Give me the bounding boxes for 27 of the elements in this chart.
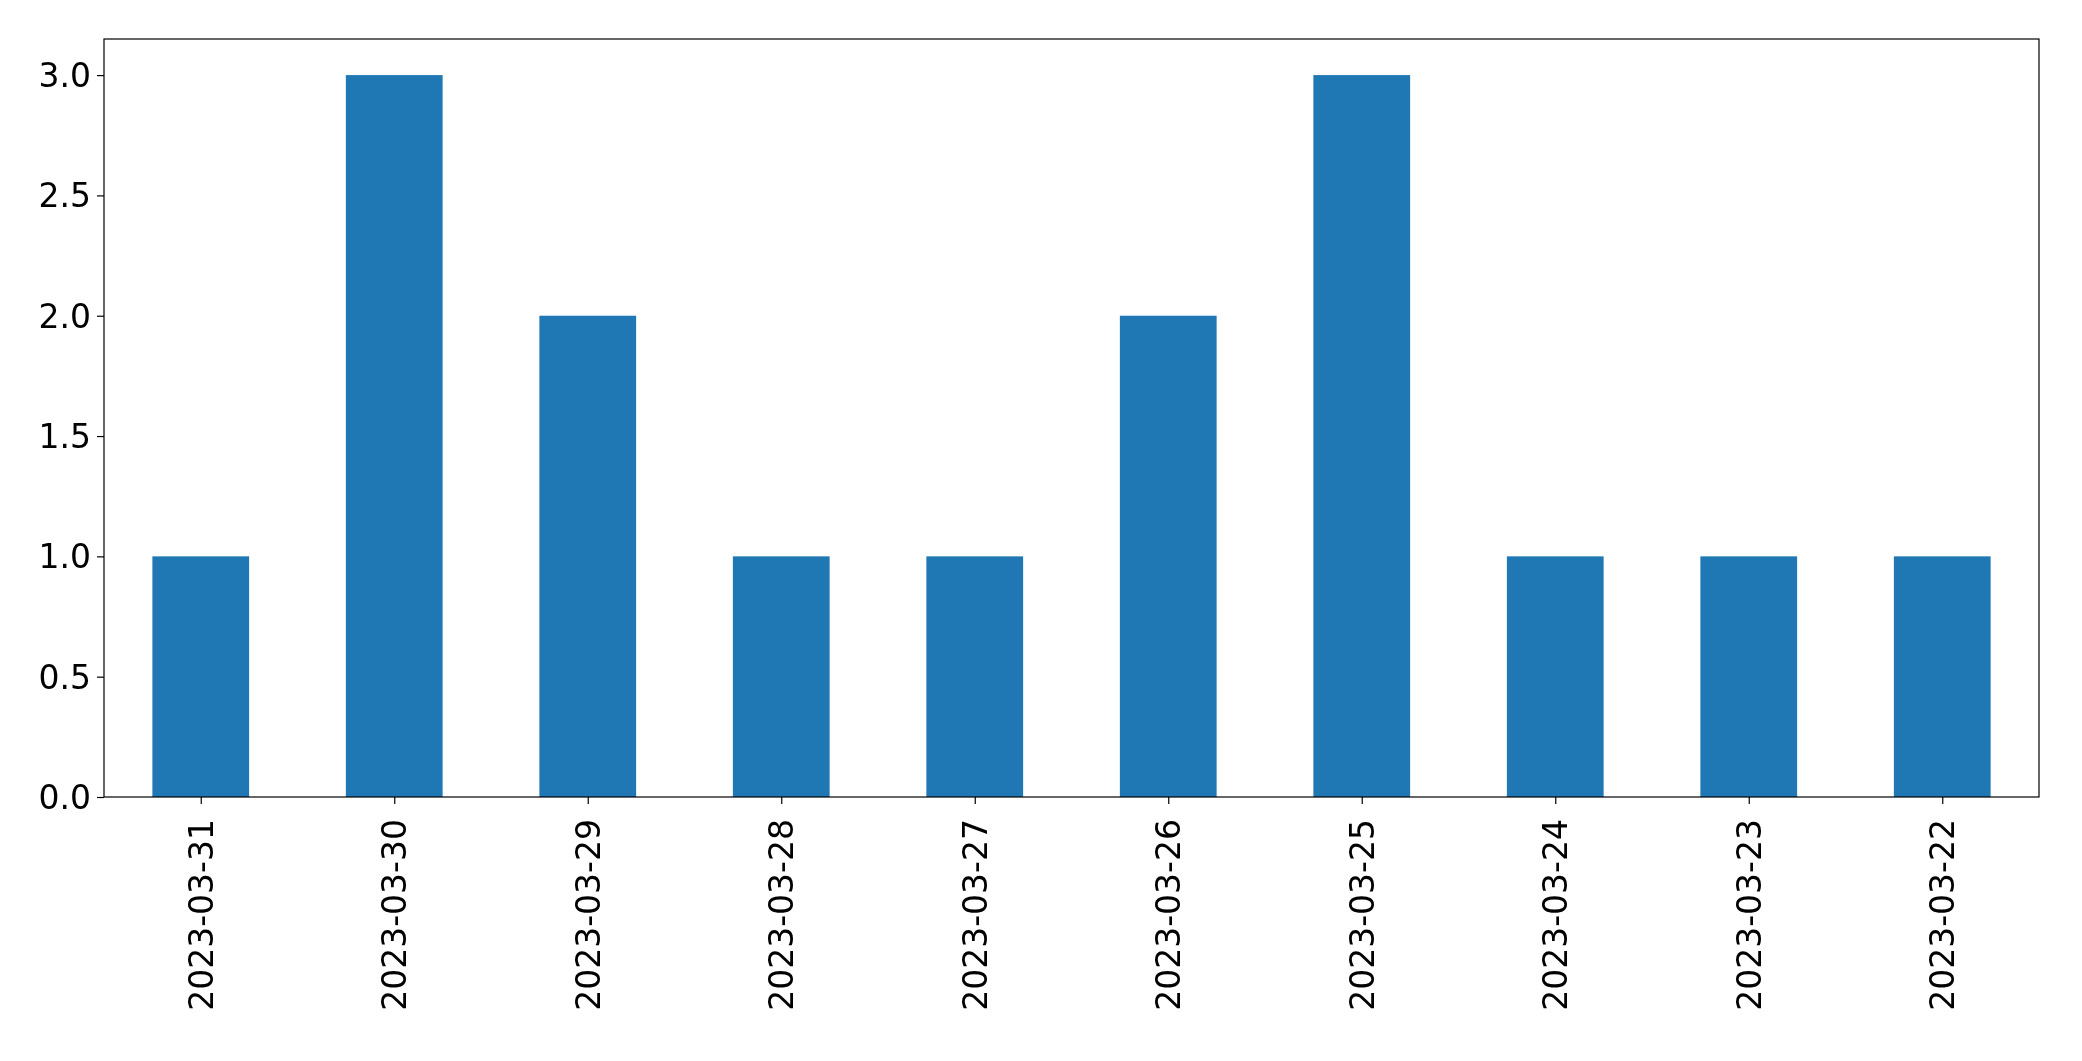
x-tick-label: 2023-03-30 — [375, 819, 415, 1011]
x-tick-label: 2023-03-31 — [181, 819, 221, 1011]
x-tick-label: 2023-03-28 — [762, 819, 802, 1011]
x-tick-label: 2023-03-23 — [1729, 819, 1769, 1011]
bar — [345, 75, 443, 797]
x-tick-label: 2023-03-26 — [1149, 819, 1189, 1011]
bar — [732, 556, 830, 797]
x-tick-label: 2023-03-25 — [1342, 819, 1382, 1011]
x-tick-label: 2023-03-22 — [1923, 819, 1963, 1011]
y-tick-label: 0.0 — [38, 778, 91, 818]
y-tick-label: 2.0 — [38, 296, 91, 336]
y-tick-label: 1.5 — [38, 417, 91, 457]
y-tick-label: 0.5 — [38, 657, 91, 697]
x-tick-label: 2023-03-29 — [568, 819, 608, 1011]
x-tick-label: 2023-03-24 — [1536, 819, 1576, 1011]
bar — [539, 315, 637, 797]
y-tick-label: 1.0 — [38, 537, 91, 577]
bar — [1506, 556, 1604, 797]
bar — [926, 556, 1024, 797]
x-tick-label: 2023-03-27 — [955, 819, 995, 1011]
bar — [152, 556, 250, 797]
bar — [1893, 556, 1991, 797]
bar — [1313, 75, 1411, 797]
bar — [1119, 315, 1217, 797]
y-tick-label: 3.0 — [38, 56, 91, 96]
bar — [1700, 556, 1798, 797]
y-tick-label: 2.5 — [38, 176, 91, 216]
